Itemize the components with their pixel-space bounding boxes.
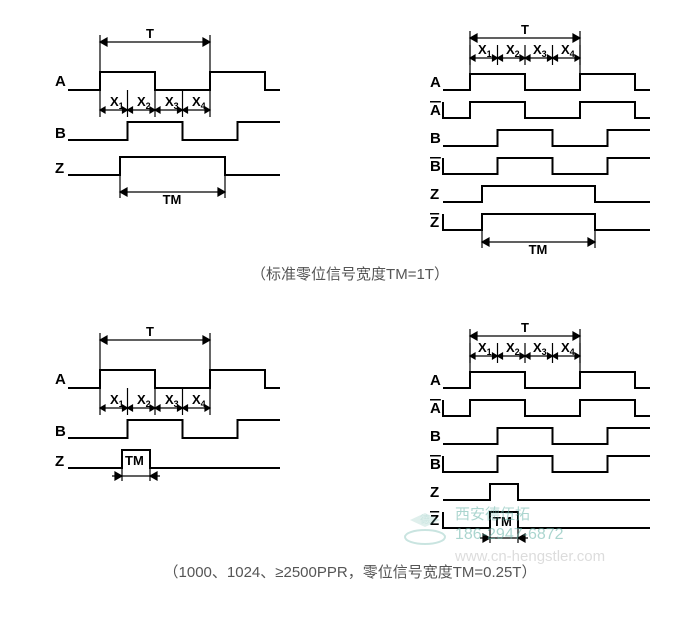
signal-B [68,122,280,140]
signal-B [443,130,650,146]
label-A: A [430,372,441,389]
label-B: B [430,130,441,147]
dim-T: T [146,324,154,339]
dim-X2: X2 [506,42,520,59]
signal-Bbar [443,456,650,472]
caption-top: （标准零位信号宽度TM=1T） [0,263,700,284]
dim-X3-br: X3 [533,340,547,357]
dim-X2-br: X2 [506,340,520,357]
signal-A [68,72,280,90]
watermark-company: 西安德伍拓 [455,505,564,525]
label-Z: Z [430,484,439,501]
label-Z: Z [55,453,64,470]
signal-A [68,370,280,388]
label-Abar: A [430,102,441,119]
signal-Z [443,484,650,500]
label-Zbar: Z [430,214,439,231]
signal-Z [68,450,280,468]
dim-T: T [521,22,529,37]
dim-X1: X1 [110,94,124,111]
label-Bbar: B [430,456,441,473]
dim-X3-b: X3 [165,392,179,409]
signal-Abar [443,102,650,118]
label-A: A [55,371,66,388]
label-Abar: A [430,400,441,417]
timing-diagram-top-right: T X1 X2 X3 X4 A [410,20,670,255]
timing-diagram-top-left: T X1 X2 X3 X4 A [30,20,290,255]
dim-X1: X1 [478,42,492,59]
label-Z: Z [55,160,64,177]
signal-Z [443,186,650,202]
signal-Abar [443,400,650,416]
dim-X3: X3 [533,42,547,59]
dim-X3: X3 [165,94,179,111]
signal-Z [68,157,280,175]
dim-X4-br: X4 [561,340,575,357]
dim-T: T [521,320,529,335]
label-A: A [55,73,66,90]
label-B: B [430,428,441,445]
watermark-url: www.cn-hengstler.com [455,548,605,565]
signal-B [68,420,280,438]
dim-X1-b: X1 [110,392,124,409]
signal-Zbar [443,214,650,230]
signal-A [443,74,650,90]
timing-diagram-bot-left: T X1 X2 X3 X4 A [30,318,290,553]
label-A: A [430,74,441,91]
dim-X2-b: X2 [137,392,151,409]
dim-X4: X4 [561,42,575,59]
signal-A [443,372,650,388]
label-B: B [55,125,66,142]
watermark-phone: 186-2947-6872 [455,525,564,546]
signal-B [443,428,650,444]
watermark-text: 西安德伍拓 186-2947-6872 [455,505,564,545]
dim-X4-b: X4 [192,392,206,409]
watermark-logo: 德 [400,505,450,555]
dim-TM: TM [163,192,182,205]
signal-Bbar [443,158,650,174]
dim-TM: TM [529,242,548,255]
dim-X1-br: X1 [478,340,492,357]
dim-X4: X4 [192,94,206,111]
dim-X2: X2 [137,94,151,111]
label-Z: Z [430,186,439,203]
dim-T: T [146,26,154,41]
label-B: B [55,423,66,440]
label-Bbar: B [430,158,441,175]
dim-TM: TM [125,453,144,468]
svg-text:德: 德 [420,513,430,526]
